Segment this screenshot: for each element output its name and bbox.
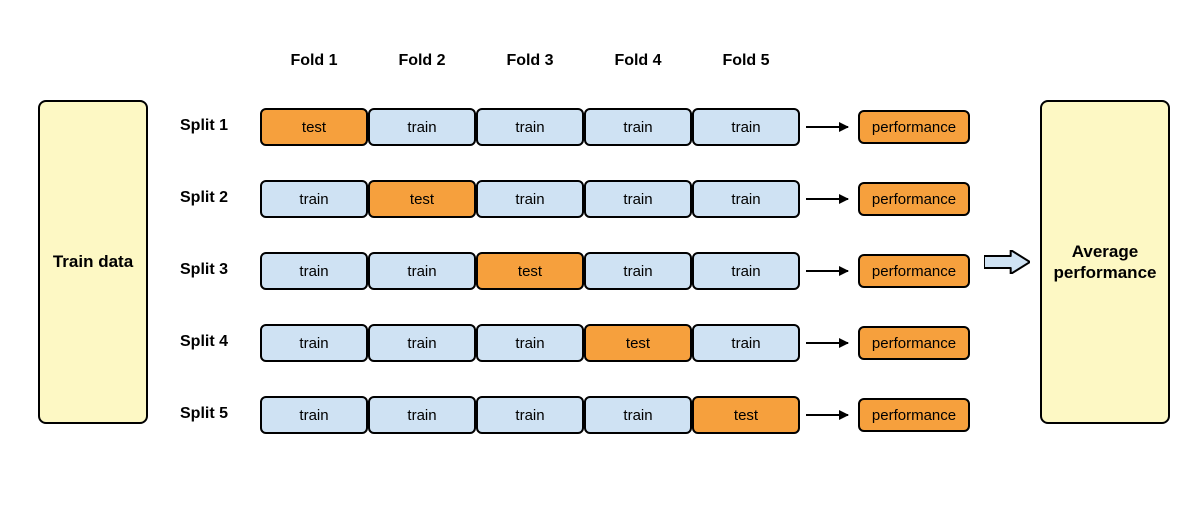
split-label: Split 4 [180, 333, 228, 351]
split-label: Split 5 [180, 405, 228, 423]
fold-cell-train: train [260, 180, 368, 218]
fold-cell-train: train [260, 252, 368, 290]
fold-cell-train: train [692, 108, 800, 146]
fold-cell-train: train [476, 324, 584, 362]
fold-cell-test: test [368, 180, 476, 218]
fold-cell-train: train [692, 252, 800, 290]
performance-box: performance [858, 182, 970, 216]
fold-cell-test: test [476, 252, 584, 290]
fold-cell-train: train [476, 396, 584, 434]
fold-cell-train: train [368, 108, 476, 146]
fold-cell-test: test [692, 396, 800, 434]
block-arrow-icon [984, 250, 1030, 274]
diagram-stage: Train dataAverage performanceFold 1Fold … [0, 0, 1200, 522]
fold-header: Fold 5 [692, 52, 800, 70]
fold-cell-train: train [260, 324, 368, 362]
arrow-icon [806, 198, 848, 200]
performance-box: performance [858, 326, 970, 360]
arrow-icon [806, 270, 848, 272]
fold-cell-train: train [476, 180, 584, 218]
fold-cell-train: train [368, 324, 476, 362]
split-label: Split 2 [180, 189, 228, 207]
average-performance-box: Average performance [1040, 100, 1170, 424]
arrow-icon [806, 342, 848, 344]
performance-box: performance [858, 254, 970, 288]
fold-cell-train: train [368, 396, 476, 434]
arrow-icon [806, 414, 848, 416]
fold-cell-train: train [584, 396, 692, 434]
fold-header: Fold 4 [584, 52, 692, 70]
performance-box: performance [858, 398, 970, 432]
fold-cell-train: train [368, 252, 476, 290]
fold-cell-train: train [584, 180, 692, 218]
split-label: Split 1 [180, 117, 228, 135]
train-data-box: Train data [38, 100, 148, 424]
fold-header: Fold 2 [368, 52, 476, 70]
fold-header: Fold 1 [260, 52, 368, 70]
arrow-icon [806, 126, 848, 128]
split-label: Split 3 [180, 261, 228, 279]
fold-cell-test: test [260, 108, 368, 146]
performance-box: performance [858, 110, 970, 144]
fold-cell-train: train [260, 396, 368, 434]
fold-cell-train: train [692, 180, 800, 218]
fold-cell-test: test [584, 324, 692, 362]
fold-cell-train: train [476, 108, 584, 146]
fold-cell-train: train [584, 108, 692, 146]
fold-cell-train: train [584, 252, 692, 290]
fold-cell-train: train [692, 324, 800, 362]
fold-header: Fold 3 [476, 52, 584, 70]
